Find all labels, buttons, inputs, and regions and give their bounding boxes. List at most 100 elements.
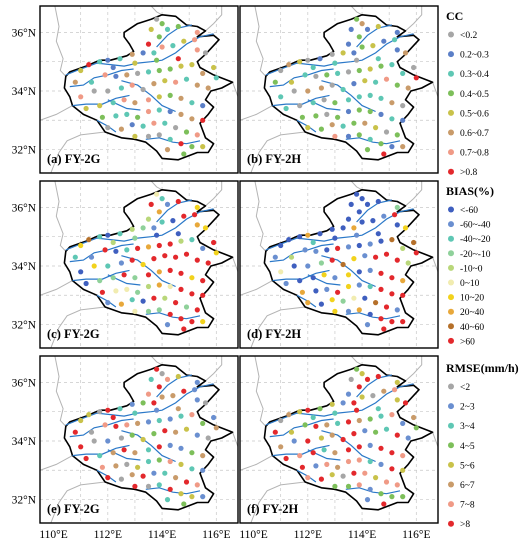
longitude-label: 112°E <box>294 529 322 541</box>
station-marker <box>164 497 171 503</box>
station-marker <box>175 198 181 205</box>
station-marker <box>145 272 152 278</box>
station-marker <box>194 29 200 35</box>
station-marker <box>351 295 357 301</box>
river-line <box>145 487 201 495</box>
river-line <box>69 418 134 438</box>
station-marker <box>105 125 111 131</box>
river-line <box>145 137 201 145</box>
station-marker <box>354 366 360 372</box>
station-marker <box>118 435 124 441</box>
station-marker <box>394 307 400 313</box>
station-marker <box>105 300 111 306</box>
station-marker <box>310 100 316 106</box>
river-line <box>145 312 201 320</box>
station-marker <box>164 147 171 153</box>
station-marker <box>378 141 384 147</box>
longitude-labels: 110°E 112°E 114°E 116°E 110°E 112°E 114°E 116°E <box>39 529 430 541</box>
legend-swatch <box>448 149 454 156</box>
station-marker <box>324 72 330 78</box>
station-marker <box>310 414 316 421</box>
station-marker <box>145 419 152 425</box>
station-marker <box>97 59 103 65</box>
station-marker <box>113 73 119 79</box>
legend-swatch <box>448 461 454 468</box>
legend: CC <0.2 0.2~0.3 0.3~0.4 0.4~0.5 0.5~0.6 0.6~0.… <box>446 9 489 178</box>
station-marker <box>359 219 365 225</box>
station-marker <box>367 136 373 142</box>
station-marker <box>351 81 357 87</box>
station-marker <box>156 34 162 40</box>
station-marker <box>167 66 173 72</box>
latitude-label: 34°N <box>12 261 37 273</box>
station-marker <box>110 100 116 106</box>
station-marker <box>156 417 162 424</box>
station-marker <box>394 397 400 403</box>
station-marker <box>135 289 141 295</box>
station-marker <box>83 455 89 462</box>
station-marker <box>200 453 206 459</box>
station-marker <box>329 257 335 263</box>
legend-swatch <box>448 250 454 257</box>
station-marker <box>140 225 146 231</box>
legend-swatch <box>448 481 454 488</box>
station-marker <box>375 373 381 380</box>
station-marker <box>200 103 206 109</box>
station-marker <box>364 497 371 503</box>
latitude-label: 36°N <box>12 27 37 39</box>
station-marker <box>132 308 138 314</box>
river-line <box>72 94 130 107</box>
station-marker <box>340 298 346 304</box>
station-marker <box>78 269 84 275</box>
station-marker <box>135 114 141 120</box>
station-marker <box>297 453 303 459</box>
station-marker <box>378 286 384 292</box>
latitude-label: 36°N <box>12 377 37 389</box>
station-marker <box>105 407 111 413</box>
station-marker <box>170 218 176 224</box>
station-marker <box>151 400 157 406</box>
station-marker <box>400 103 406 109</box>
station-marker <box>345 41 352 47</box>
river-line <box>265 33 414 76</box>
station-marker <box>351 120 357 126</box>
station-marker <box>321 447 327 453</box>
station-marker <box>302 72 308 78</box>
latitude-label: 32°N <box>12 495 37 507</box>
station-marker <box>135 464 141 470</box>
station-marker <box>105 475 111 481</box>
station-marker <box>194 222 200 228</box>
station-marker <box>189 144 195 150</box>
station-marker <box>389 494 395 500</box>
station-marker <box>297 59 303 65</box>
station-marker <box>162 120 168 126</box>
station-marker <box>129 297 135 303</box>
station-marker <box>345 458 352 465</box>
station-marker <box>367 108 373 115</box>
station-marker <box>335 70 341 76</box>
station-marker <box>329 432 335 438</box>
station-marker <box>173 429 179 435</box>
station-marker <box>362 253 368 259</box>
station-marker <box>213 425 219 431</box>
station-marker <box>156 307 162 313</box>
station-marker <box>356 67 362 74</box>
station-marker <box>383 426 390 432</box>
station-marker <box>318 476 324 482</box>
legend-label: 10~20 <box>460 294 484 304</box>
station-marker <box>394 482 400 488</box>
longitude-label: 116°E <box>202 529 230 541</box>
legend-swatch <box>448 294 454 301</box>
station-marker <box>140 86 146 93</box>
station-marker <box>167 136 173 142</box>
station-marker <box>394 257 400 263</box>
station-marker <box>105 263 111 269</box>
station-marker <box>283 105 289 112</box>
station-marker <box>394 47 400 53</box>
station-marker <box>88 429 95 435</box>
station-marker <box>345 69 352 75</box>
neighbor-border <box>350 6 363 16</box>
station-marker <box>329 472 335 478</box>
station-marker <box>151 295 157 301</box>
neighbor-border <box>350 356 363 366</box>
